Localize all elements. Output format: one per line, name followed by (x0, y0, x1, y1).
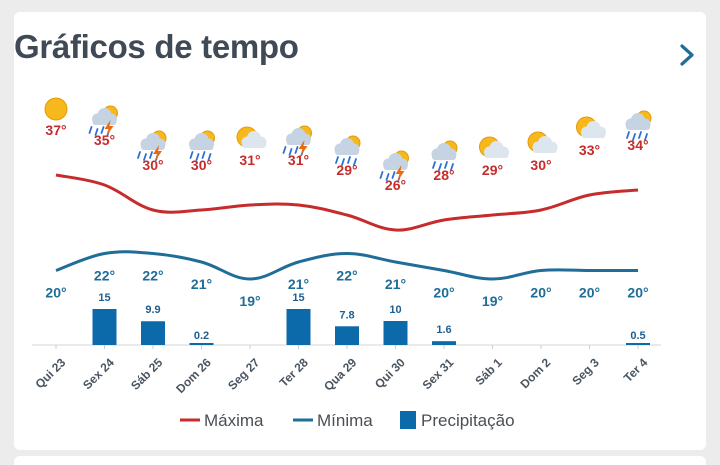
max-temp-label: 34° (627, 137, 648, 153)
x-tick-label: Ter 4 (621, 355, 651, 385)
max-temp-label: 33° (579, 142, 600, 158)
max-temp-line (55, 173, 639, 232)
precip-label: 15 (98, 292, 110, 304)
chevron-right-icon[interactable] (674, 40, 702, 70)
precip-bar (92, 309, 117, 345)
precip-label: 0.5 (630, 330, 645, 342)
precip-label: 7.8 (339, 309, 354, 321)
page-title: Gráficos de tempo (14, 28, 299, 65)
precip-label: 0.2 (194, 330, 209, 342)
x-tick-label: Dom 2 (518, 355, 554, 391)
sun-icon (44, 97, 68, 121)
partly-cloudy-icon (479, 136, 509, 158)
min-temp-label: 20° (627, 285, 648, 301)
min-temp-label: 21° (385, 276, 406, 292)
x-tick-label: Qui 30 (372, 355, 408, 391)
legend-precip-swatch (400, 411, 416, 429)
partly-cloudy-icon (576, 116, 606, 138)
precip-bar (335, 326, 359, 345)
partly-cloudy-icon (236, 126, 267, 148)
x-tick-label: Seg 3 (569, 355, 602, 388)
max-temp-label: 29° (336, 162, 357, 178)
max-temp-label: 37° (45, 122, 66, 138)
min-temp-label: 20° (433, 285, 454, 301)
min-temp-label: 21° (288, 276, 309, 292)
precip-bar (383, 321, 408, 345)
thunderstorm-icon (379, 150, 409, 181)
min-temp-label: 21° (191, 276, 212, 292)
max-temp-label: 29° (482, 162, 503, 178)
x-tick-label: Dom 26 (173, 355, 214, 396)
max-temp-label: 30° (191, 157, 212, 173)
max-temp-label: 31° (239, 152, 260, 168)
thunderstorm-icon (88, 105, 118, 136)
thunderstorm-icon (137, 130, 167, 161)
x-tick-label: Qua 29 (321, 355, 359, 393)
rain-icon (334, 135, 361, 166)
min-temp-label: 22° (94, 268, 115, 284)
precip-bar (432, 341, 456, 345)
legend-min-label: Mínima (317, 411, 373, 430)
precip-bar (286, 309, 311, 345)
precip-label: 15 (292, 292, 304, 304)
min-temp-label: 20° (45, 285, 66, 301)
min-temp-label: 20° (579, 285, 600, 301)
precip-bar (141, 321, 165, 345)
next-card-edge (14, 456, 706, 465)
partly-cloudy-icon (527, 131, 558, 153)
rain-icon (431, 140, 458, 171)
precip-bar (626, 343, 650, 345)
rain-icon (189, 130, 215, 161)
max-temp-label: 28° (433, 167, 454, 183)
x-tick-label: Sex 31 (420, 355, 457, 392)
rain-icon (625, 110, 652, 141)
x-tick-label: Ter 28 (277, 355, 312, 390)
legend-max-label: Máxima (204, 411, 264, 430)
max-temp-label: 30° (142, 157, 163, 173)
precip-label: 10 (389, 304, 401, 316)
x-tick-label: Sáb 25 (128, 355, 165, 392)
min-temp-label: 19° (239, 293, 260, 309)
x-tick-label: Qui 23 (33, 355, 69, 391)
min-temp-label: 19° (482, 293, 503, 309)
min-temp-label: 22° (336, 268, 357, 284)
min-temp-label: 20° (530, 285, 551, 301)
weather-chart-card (14, 12, 706, 450)
precip-bar (189, 343, 214, 345)
legend (180, 411, 416, 429)
x-tick-label: Seg 27 (225, 355, 262, 392)
x-tick-label: Sáb 1 (472, 355, 505, 388)
max-temp-label: 30° (530, 157, 551, 173)
thunderstorm-icon (282, 125, 312, 156)
min-temp-line (55, 250, 638, 281)
precip-label: 1.6 (436, 324, 451, 336)
precip-label: 9.9 (145, 304, 160, 316)
x-tick-label: Sex 24 (80, 355, 117, 392)
min-temp-label: 22° (142, 268, 163, 284)
max-temp-label: 31° (288, 152, 309, 168)
max-temp-label: 35° (94, 132, 115, 148)
legend-precip-label: Precipitação (421, 411, 515, 430)
max-temp-label: 26° (385, 177, 406, 193)
